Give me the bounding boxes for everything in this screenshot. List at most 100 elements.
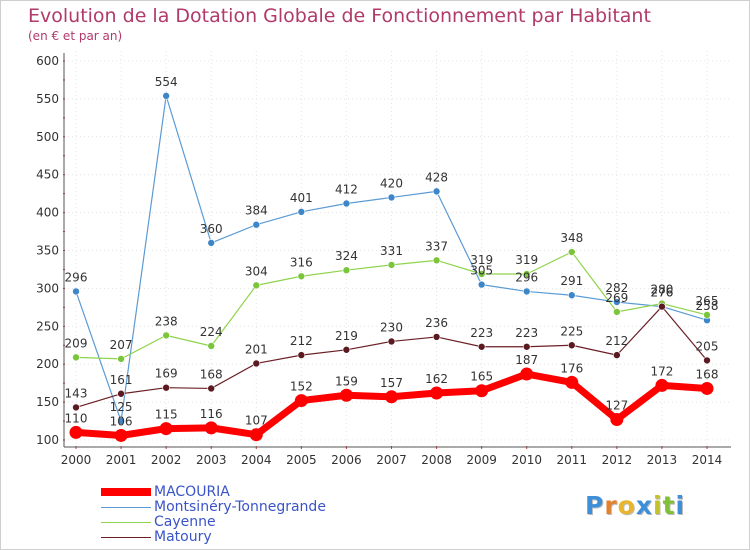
data-label: 305 xyxy=(470,264,493,278)
data-label: 223 xyxy=(515,326,538,340)
data-label: 296 xyxy=(65,270,88,284)
y-tick-label: 350 xyxy=(36,244,59,258)
data-point xyxy=(342,345,351,354)
x-tick-label: 2009 xyxy=(466,453,497,467)
legend-label: Cayenne xyxy=(154,514,216,530)
data-label: 331 xyxy=(380,244,403,258)
data-label: 223 xyxy=(470,326,493,340)
data-label: 187 xyxy=(515,353,538,367)
data-label: 110 xyxy=(65,411,88,425)
data-label: 224 xyxy=(200,325,223,339)
chart-title: Evolution de la Dotation Globale de Fonc… xyxy=(28,5,651,27)
data-label: 360 xyxy=(200,222,223,236)
x-tick-label: 2001 xyxy=(106,453,137,467)
data-point xyxy=(520,367,534,381)
data-point xyxy=(432,256,441,265)
data-label: 319 xyxy=(515,253,538,267)
data-label: 316 xyxy=(290,255,313,269)
data-label: 115 xyxy=(155,408,178,422)
x-tick-label: 2008 xyxy=(421,453,452,467)
data-label: 172 xyxy=(650,364,673,378)
data-label: 384 xyxy=(245,204,268,218)
y-tick-label: 250 xyxy=(36,319,59,333)
data-point xyxy=(114,428,128,442)
data-label: 554 xyxy=(155,75,178,89)
x-tick-label: 2006 xyxy=(331,453,362,467)
data-label: 212 xyxy=(605,334,628,348)
data-point xyxy=(387,193,396,202)
data-point xyxy=(207,384,216,393)
logo-letter: i xyxy=(675,491,686,520)
data-label: 165 xyxy=(470,370,493,384)
data-point xyxy=(477,270,486,278)
x-tick-label: 2005 xyxy=(286,453,317,467)
y-tick-label: 500 xyxy=(36,130,59,144)
data-point xyxy=(162,383,170,392)
data-label: 428 xyxy=(425,170,448,184)
data-label: 337 xyxy=(425,239,448,253)
data-point xyxy=(117,389,125,398)
data-label: 324 xyxy=(335,249,358,263)
data-label: 225 xyxy=(560,324,583,338)
data-point xyxy=(613,298,621,306)
data-point xyxy=(69,425,83,439)
chart-subtitle: (en € et par an) xyxy=(28,29,123,43)
logo-letter: o xyxy=(617,491,636,520)
y-tick-label: 150 xyxy=(36,395,59,409)
data-point xyxy=(613,351,621,359)
x-tick-label: 2004 xyxy=(241,453,272,467)
x-tick-label: 2002 xyxy=(151,453,182,467)
logo-letter: r xyxy=(604,491,618,520)
data-point xyxy=(567,341,576,350)
data-point xyxy=(658,302,666,311)
legend-swatch xyxy=(101,522,151,523)
y-tick-label: 450 xyxy=(36,168,59,182)
data-label: 276 xyxy=(650,286,673,300)
data-point xyxy=(477,280,486,289)
data-label: 143 xyxy=(65,386,88,400)
data-point xyxy=(72,353,80,362)
data-point xyxy=(117,355,125,363)
data-label: 291 xyxy=(560,274,583,288)
data-point xyxy=(432,333,441,341)
legend-label: MACOURIA xyxy=(154,484,230,500)
data-point xyxy=(162,92,170,100)
data-point xyxy=(297,208,306,216)
data-point xyxy=(475,384,489,398)
data-label: 162 xyxy=(425,372,448,386)
data-point xyxy=(703,356,711,365)
data-point xyxy=(207,239,216,247)
axes xyxy=(63,53,731,449)
data-label: 157 xyxy=(380,376,403,390)
data-point xyxy=(162,331,170,340)
data-labels: 110 106 115 116 107 152 159 157 162 165 187 176 127 1… xyxy=(65,75,719,429)
data-label: 207 xyxy=(110,338,133,352)
x-tick-label: 2013 xyxy=(647,453,678,467)
legend-label: Montsinéry-Tonnegrande xyxy=(154,499,326,515)
grid-lines xyxy=(68,51,731,445)
data-point xyxy=(159,422,173,436)
data-label: 212 xyxy=(290,334,313,348)
data-label: 348 xyxy=(560,231,583,245)
data-label: 169 xyxy=(155,367,178,381)
data-label: 296 xyxy=(515,270,538,284)
data-label: 125 xyxy=(110,400,133,414)
data-point xyxy=(252,359,261,368)
data-point xyxy=(613,308,621,316)
data-point xyxy=(297,272,306,281)
data-label: 412 xyxy=(335,183,358,197)
data-point xyxy=(387,261,396,269)
data-label: 161 xyxy=(110,373,133,387)
data-point xyxy=(117,417,125,425)
data-label: 269 xyxy=(605,291,628,305)
data-point xyxy=(430,386,444,400)
data-point xyxy=(432,187,441,196)
data-label: 168 xyxy=(200,367,223,381)
data-label: 304 xyxy=(245,264,268,278)
data-label: 420 xyxy=(380,176,403,190)
logo-letter: x xyxy=(635,491,653,520)
logo-letter: i xyxy=(653,491,663,520)
data-label: 152 xyxy=(290,380,313,394)
data-point xyxy=(522,270,531,278)
